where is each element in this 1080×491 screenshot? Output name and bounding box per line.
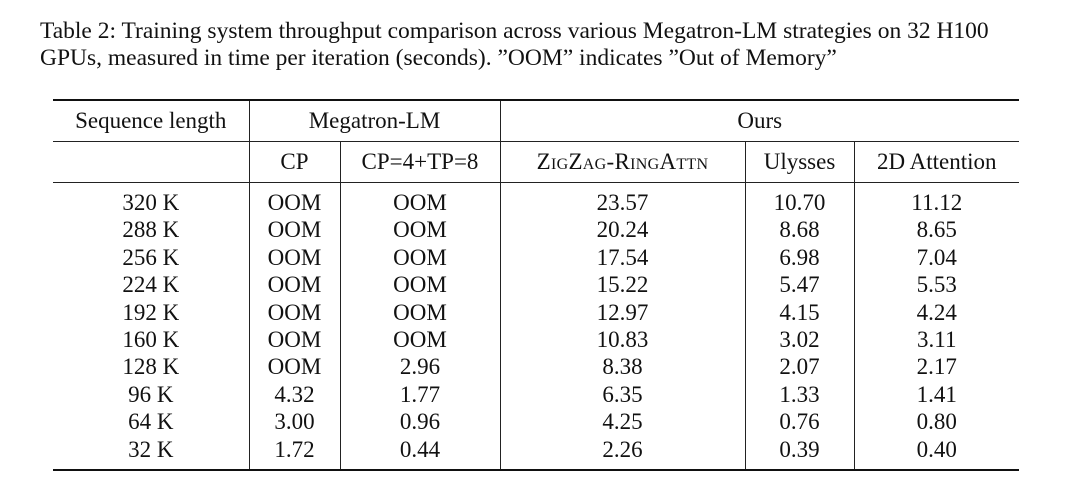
cell-cp-tp: OOM (340, 271, 501, 299)
header-empty-cell (53, 141, 250, 183)
cell-sequence-length: 160 K (53, 326, 250, 354)
header-zigzag-ringattn: ZigZag-RingAttn (500, 141, 746, 183)
cell-zigzag: 23.57 (500, 182, 746, 217)
cell-2d-attention: 5.53 (916, 272, 957, 298)
cell-zigzag: 6.35 (500, 380, 746, 409)
table-row: 224 K OOM OOM 15.22 5.47 5.53 (53, 271, 1019, 299)
cell-zigzag: 10.83 (500, 326, 746, 354)
caption-line-1: Table 2: Training system throughput comp… (40, 18, 989, 44)
cell-2d-attention: 1.41 (916, 381, 957, 407)
header-ulysses: Ulysses (745, 141, 855, 183)
cell-2d-attention: 8.65 (916, 217, 957, 243)
cell-cp-tp: OOM (340, 326, 501, 354)
header-2d-attention: 2D Attention (854, 141, 1019, 183)
throughput-table: Sequence length Megatron-LM Ours CP CP=4… (53, 99, 1019, 472)
cell-2d-attention: 7.04 (916, 244, 957, 270)
table-row: 256 K OOM OOM 17.54 6.98 7.04 (53, 243, 1019, 272)
cell-ulysses: 6.98 (745, 243, 855, 272)
cell-cp-tp: OOM (340, 182, 501, 217)
table-row: 128 K OOM 2.96 8.38 2.07 2.17 (53, 353, 1019, 381)
cell-sequence-length: 128 K (53, 353, 250, 381)
cell-cp: OOM (249, 326, 341, 354)
cell-ulysses: 0.39 (745, 435, 855, 472)
cell-cp-tp: 0.44 (340, 435, 501, 472)
cell-zigzag: 17.54 (500, 243, 746, 272)
header-row-sub: CP CP=4+TP=8 ZigZag-RingAttn Ulysses 2D … (53, 141, 1019, 183)
table-row: 320 K OOM OOM 23.57 10.70 11.12 (53, 182, 1019, 217)
cell-zigzag: 8.38 (500, 353, 746, 381)
table-row: 64 K 3.00 0.96 4.25 0.76 0.80 (53, 408, 1019, 436)
table-row: 32 K 1.72 0.44 2.26 0.39 0.40 (53, 435, 1019, 472)
header-cp-tp: CP=4+TP=8 (340, 141, 501, 183)
cell-cp: OOM (249, 271, 341, 299)
cell-2d-attention: 11.12 (911, 190, 963, 215)
header-megatron-lm: Megatron-LM (249, 99, 501, 142)
cell-cp-tp: 0.96 (340, 408, 501, 436)
cell-cp: 1.72 (249, 435, 341, 472)
cell-ulysses: 3.02 (745, 326, 855, 354)
cell-zigzag: 12.97 (500, 298, 746, 327)
cell-2d-attention: 0.80 (916, 409, 957, 435)
caption-line-2: GPUs, measured in time per iteration (se… (40, 45, 837, 71)
cell-ulysses: 2.07 (745, 353, 855, 381)
cell-2d-attention: 4.24 (916, 299, 957, 325)
cell-ulysses: 5.47 (745, 271, 855, 299)
cell-zigzag: 2.26 (500, 435, 746, 472)
cell-cp-tp: 2.96 (340, 353, 501, 381)
cell-zigzag: 15.22 (500, 271, 746, 299)
cell-2d-attention: 0.40 (854, 435, 1019, 472)
cell-zigzag: 4.25 (500, 408, 746, 436)
header-row-top: Sequence length Megatron-LM Ours (53, 99, 1019, 142)
cell-cp: 3.00 (249, 408, 341, 436)
header-sequence-length: Sequence length (53, 99, 250, 142)
cell-cp-tp: OOM (340, 298, 501, 327)
cell-sequence-length: 224 K (53, 271, 250, 299)
cell-cp: 4.32 (249, 380, 341, 409)
cell-sequence-length: 320 K (53, 182, 250, 217)
cell-sequence-length: 256 K (53, 243, 250, 272)
header-cp: CP (249, 141, 341, 183)
cell-cp-tp: OOM (340, 243, 501, 272)
cell-sequence-length: 96 K (53, 380, 250, 409)
table-row: 160 K OOM OOM 10.83 3.02 3.11 (53, 326, 1019, 354)
cell-cp: OOM (249, 243, 341, 272)
cell-ulysses: 8.68 (745, 216, 855, 244)
cell-sequence-length: 192 K (53, 298, 250, 327)
table-row: 192 K OOM OOM 12.97 4.15 4.24 (53, 298, 1019, 327)
table-caption: Table 2: Training system throughput comp… (40, 18, 1050, 72)
cell-cp: OOM (249, 353, 341, 381)
header-ours: Ours (500, 99, 1019, 142)
cell-cp: OOM (249, 182, 341, 217)
cell-ulysses: 0.76 (745, 408, 855, 436)
cell-2d-attention: 3.11 (917, 327, 957, 353)
cell-sequence-length: 64 K (53, 408, 250, 436)
cell-sequence-length: 32 K (53, 435, 250, 472)
cell-2d-attention: 2.17 (916, 354, 957, 380)
cell-cp: OOM (249, 298, 341, 327)
table-row: 288 K OOM OOM 20.24 8.68 8.65 (53, 216, 1019, 244)
cell-sequence-length: 288 K (53, 216, 250, 244)
table-row: 96 K 4.32 1.77 6.35 1.33 1.41 (53, 380, 1019, 409)
cell-ulysses: 10.70 (745, 182, 855, 217)
cell-zigzag: 20.24 (500, 216, 746, 244)
cell-cp-tp: OOM (340, 216, 501, 244)
cell-cp-tp: 1.77 (340, 380, 501, 409)
cell-ulysses: 4.15 (745, 298, 855, 327)
cell-cp: OOM (249, 216, 341, 244)
cell-ulysses: 1.33 (745, 380, 855, 409)
